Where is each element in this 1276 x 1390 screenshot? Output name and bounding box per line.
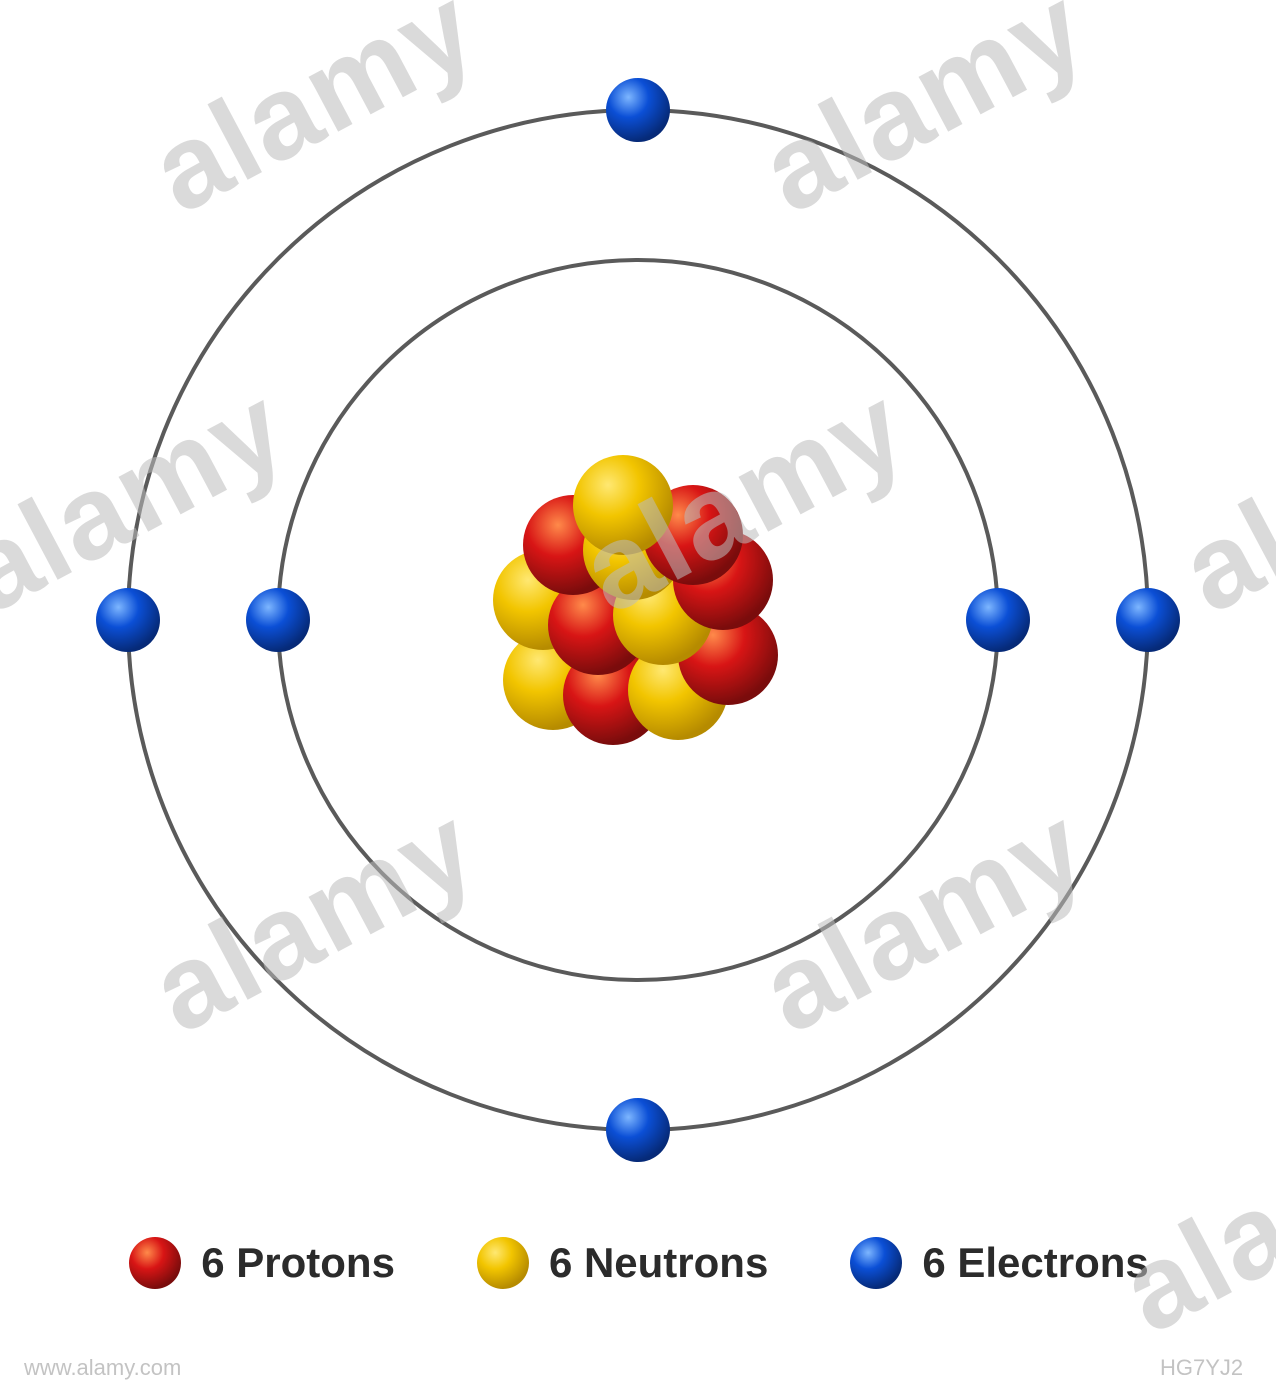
electron-shell2-3 — [606, 1098, 670, 1162]
legend-label-neutrons: 6 Neutrons — [549, 1239, 768, 1287]
electron-shell2-1 — [606, 78, 670, 142]
electron-shell1-1 — [966, 588, 1030, 652]
electron-swatch-icon — [848, 1235, 904, 1291]
electron-shell1-2 — [246, 588, 310, 652]
electron-shell2-4 — [96, 588, 160, 652]
proton-swatch-icon — [127, 1235, 183, 1291]
electron-shell2-2 — [1116, 588, 1180, 652]
legend-item-neutrons: 6 Neutrons — [475, 1235, 768, 1291]
stage: 6 Protons 6 Neutrons 6 Electrons alamyal… — [0, 0, 1276, 1390]
neutron-nucleon-12 — [573, 455, 673, 555]
neutron-swatch-icon — [475, 1235, 531, 1291]
legend-item-protons: 6 Protons — [127, 1235, 395, 1291]
legend: 6 Protons 6 Neutrons 6 Electrons — [0, 1235, 1276, 1291]
legend-label-electrons: 6 Electrons — [922, 1239, 1148, 1287]
legend-item-electrons: 6 Electrons — [848, 1235, 1148, 1291]
atom-diagram — [0, 0, 1276, 1390]
legend-label-protons: 6 Protons — [201, 1239, 395, 1287]
